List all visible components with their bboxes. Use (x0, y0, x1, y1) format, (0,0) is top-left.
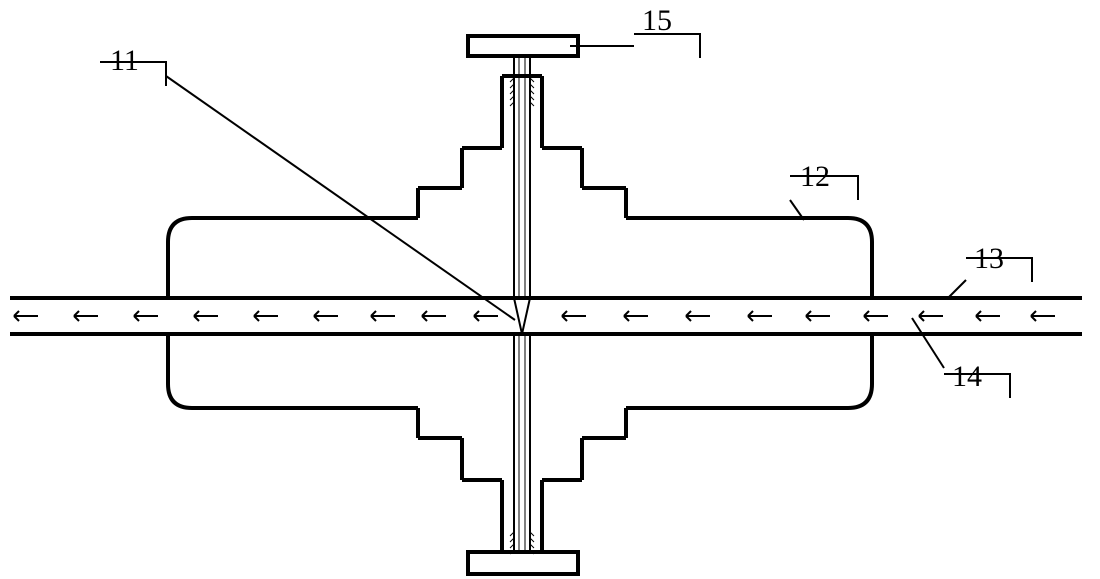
callout-leader (948, 280, 966, 298)
callout-label: 14 (952, 360, 982, 393)
cap-bot (468, 552, 578, 574)
callout-leader (912, 318, 944, 368)
needle-tip (514, 298, 530, 334)
housing-outline (168, 384, 192, 408)
callout-label: 13 (974, 242, 1004, 275)
flow-arrows (14, 311, 1055, 321)
callout-label: 11 (110, 44, 139, 77)
callout-label: 12 (800, 160, 830, 193)
cap-top (468, 36, 578, 56)
housing-outline (168, 218, 192, 242)
housing-outline (848, 384, 872, 408)
callout-label: 15 (642, 4, 672, 37)
callout-bracket (634, 34, 700, 58)
callout-leader (166, 76, 515, 320)
housing-outline (848, 218, 872, 242)
